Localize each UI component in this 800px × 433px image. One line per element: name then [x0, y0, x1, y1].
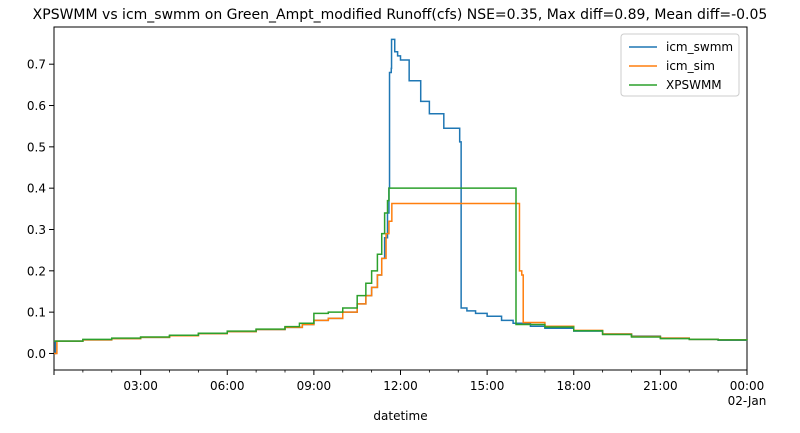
y-tick-label: 0.5: [27, 140, 46, 154]
x-tick-label: 09:00: [297, 379, 332, 393]
y-tick-label: 0.0: [27, 347, 46, 361]
series-line-icm-sim: [54, 202, 748, 355]
y-tick-label: 0.2: [27, 264, 46, 278]
x-tick-label: 06:00: [210, 379, 245, 393]
x-tick-label: 15:00: [470, 379, 505, 393]
x-tick-sublabel: 02-Jan: [728, 394, 767, 408]
series-layer: [54, 38, 748, 355]
x-tick-label: 03:00: [123, 379, 158, 393]
legend-box: [620, 33, 740, 97]
legend: icm_swmm icm_sim XPSWMM: [620, 33, 740, 97]
y-tick-label: 0.4: [27, 182, 46, 196]
legend-label: icm_swmm: [666, 40, 733, 54]
y-tick-label: 0.3: [27, 223, 46, 237]
y-tick-label: 0.1: [27, 306, 46, 320]
y-axis: 0.0 0.1 0.2 0.3 0.4 0.5 0.6 0.7: [27, 58, 54, 361]
x-axis-label: datetime: [373, 409, 427, 423]
legend-label: icm_sim: [666, 59, 715, 73]
x-tick-label: 00:00: [730, 379, 765, 393]
y-tick-label: 0.7: [27, 58, 46, 72]
x-tick-label: 18:00: [556, 379, 591, 393]
x-tick-label: 21:00: [643, 379, 678, 393]
chart-title: XPSWMM vs icm_swmm on Green_Ampt_modifie…: [33, 7, 768, 23]
legend-label: XPSWMM: [666, 78, 722, 92]
series-line-xpswmm: [54, 187, 748, 342]
x-axis: 03:00 06:00 09:00 12:00 15:00 18:00 21:00 00:00…: [53, 370, 767, 408]
x-tick-label: 12:00: [383, 379, 418, 393]
y-tick-label: 0.6: [27, 99, 46, 113]
